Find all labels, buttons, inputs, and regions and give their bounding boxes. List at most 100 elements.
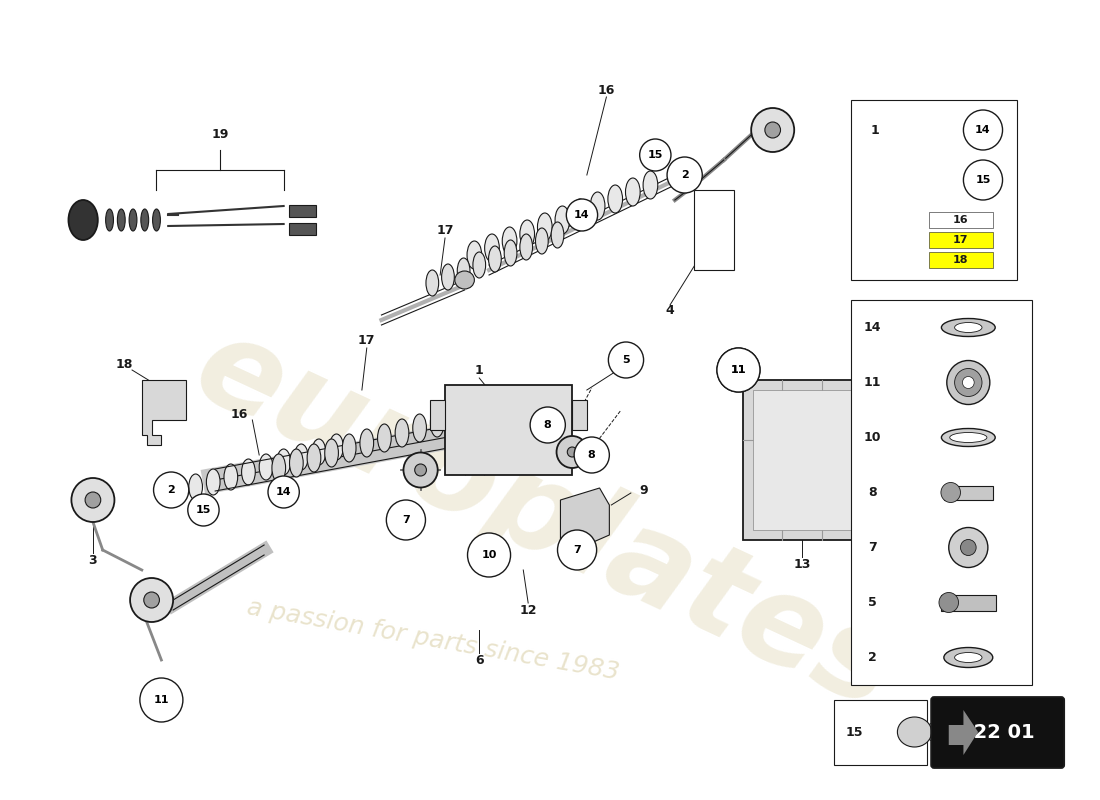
Ellipse shape [295, 444, 308, 470]
Ellipse shape [312, 439, 326, 465]
Circle shape [717, 348, 760, 392]
Ellipse shape [395, 419, 409, 447]
Ellipse shape [949, 433, 987, 442]
Text: 15: 15 [648, 150, 663, 160]
Text: 9: 9 [639, 483, 648, 497]
Bar [930, 232, 993, 248]
Text: 6: 6 [475, 654, 484, 666]
Ellipse shape [441, 264, 454, 290]
Text: 16: 16 [953, 215, 968, 225]
Ellipse shape [520, 220, 535, 248]
Ellipse shape [942, 429, 996, 446]
Ellipse shape [260, 454, 273, 480]
Circle shape [386, 500, 426, 540]
Circle shape [85, 492, 101, 508]
Polygon shape [560, 488, 609, 550]
Ellipse shape [324, 439, 339, 467]
Circle shape [764, 122, 781, 138]
Ellipse shape [944, 647, 993, 667]
Text: 14: 14 [574, 210, 590, 220]
Ellipse shape [426, 270, 439, 296]
Circle shape [717, 348, 760, 392]
Ellipse shape [503, 227, 517, 255]
Text: 2: 2 [681, 170, 689, 180]
Ellipse shape [141, 209, 149, 231]
Circle shape [154, 472, 189, 508]
Ellipse shape [520, 234, 532, 260]
Text: 16: 16 [231, 409, 249, 422]
Text: 10: 10 [864, 431, 881, 444]
Text: 5: 5 [868, 596, 877, 609]
Text: 14: 14 [276, 487, 292, 497]
Bar [851, 300, 1032, 685]
Ellipse shape [504, 240, 517, 266]
Bar [754, 390, 860, 530]
Ellipse shape [898, 717, 932, 747]
Bar [744, 380, 870, 540]
Text: 17: 17 [437, 223, 454, 237]
Text: 12: 12 [519, 603, 537, 617]
Text: 7: 7 [402, 515, 410, 525]
Text: 8: 8 [868, 486, 877, 499]
Bar [288, 223, 316, 235]
Bar [694, 190, 734, 270]
Ellipse shape [644, 171, 658, 199]
Ellipse shape [485, 234, 499, 262]
Ellipse shape [307, 444, 321, 472]
Polygon shape [948, 710, 978, 755]
Ellipse shape [556, 206, 570, 234]
Text: 11: 11 [730, 365, 746, 375]
Circle shape [955, 369, 982, 397]
Bar [930, 212, 993, 228]
Text: 13: 13 [793, 558, 811, 571]
Text: 422 01: 422 01 [960, 722, 1035, 742]
Circle shape [468, 533, 510, 577]
Ellipse shape [129, 209, 136, 231]
Text: 1: 1 [871, 123, 880, 137]
Bar [851, 100, 1018, 280]
Ellipse shape [68, 200, 98, 240]
Text: 18: 18 [116, 358, 133, 371]
Text: 18: 18 [953, 255, 968, 265]
Ellipse shape [342, 434, 356, 462]
Ellipse shape [458, 258, 470, 284]
Ellipse shape [242, 459, 255, 485]
Text: 2: 2 [167, 485, 175, 495]
Circle shape [940, 482, 960, 502]
Text: 8: 8 [587, 450, 595, 460]
Circle shape [574, 437, 609, 473]
Text: europlates: europlates [176, 306, 913, 734]
Ellipse shape [330, 434, 343, 460]
Circle shape [558, 530, 596, 570]
Text: 11: 11 [864, 376, 881, 389]
Ellipse shape [955, 322, 982, 333]
Ellipse shape [573, 199, 587, 227]
Bar [930, 252, 993, 268]
Ellipse shape [557, 436, 587, 468]
Ellipse shape [488, 246, 502, 272]
Text: 15: 15 [845, 726, 862, 738]
Text: 17: 17 [358, 334, 375, 346]
Bar [430, 400, 446, 430]
Bar [940, 594, 996, 610]
Circle shape [130, 578, 173, 622]
Text: 14: 14 [976, 125, 991, 135]
Bar [446, 385, 572, 475]
Text: 16: 16 [597, 83, 615, 97]
Ellipse shape [454, 271, 474, 289]
Circle shape [608, 342, 644, 378]
Ellipse shape [538, 213, 552, 241]
Circle shape [948, 527, 988, 567]
Ellipse shape [118, 209, 125, 231]
Ellipse shape [412, 414, 427, 442]
Ellipse shape [360, 429, 374, 457]
Ellipse shape [536, 228, 548, 254]
Bar [834, 700, 927, 765]
Text: 1: 1 [475, 363, 484, 377]
Ellipse shape [608, 185, 623, 213]
Circle shape [72, 478, 114, 522]
Ellipse shape [207, 469, 220, 495]
Text: 17: 17 [953, 235, 968, 245]
Text: 8: 8 [543, 420, 551, 430]
Circle shape [964, 160, 1002, 200]
